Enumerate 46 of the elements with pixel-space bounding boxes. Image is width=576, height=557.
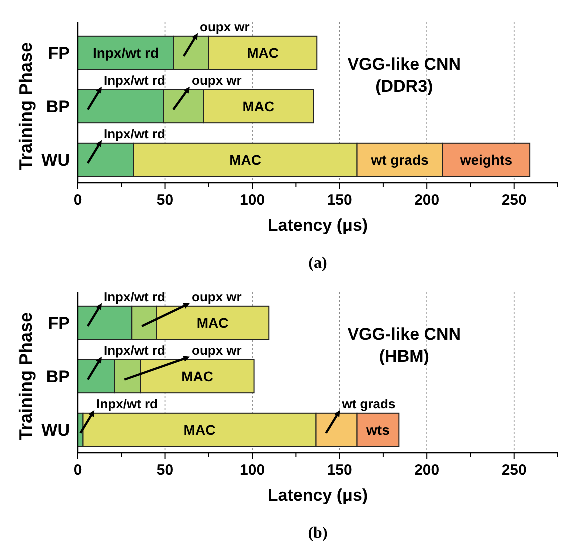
text: Inpx/wt rd — [92, 45, 160, 62]
y-axis-title: Training Phase — [16, 42, 36, 171]
series-label: wts — [366, 422, 390, 438]
x-tick-label: 100 — [240, 462, 266, 479]
text: oupx wr — [192, 342, 242, 358]
y-tick-label: WU — [42, 150, 70, 170]
text: oupx wr — [192, 72, 242, 88]
y-tick-label: BP — [46, 368, 70, 386]
x-tick-label: 50 — [156, 192, 174, 209]
text: MAC — [242, 98, 275, 114]
text: (b) — [308, 525, 328, 542]
y-axis-title: Training Phase — [16, 312, 36, 441]
series-label: MAC — [196, 315, 229, 332]
x-tick-label: 50 — [156, 462, 174, 479]
y-tick-label: BP — [46, 98, 70, 116]
text: oupx wr — [192, 289, 242, 304]
x-tick-label: 150 — [327, 192, 352, 209]
x-tick-label: 200 — [414, 462, 440, 479]
x-axis-title: Latency (μs) — [268, 216, 368, 235]
text: MAC — [230, 152, 262, 168]
text: Inpx/wt rd — [104, 126, 166, 142]
x-axis-title: Latency (μs) — [268, 486, 368, 505]
series-label: wt grads — [370, 152, 430, 168]
x-tick-label: 250 — [502, 462, 527, 479]
x-tick-label: 0 — [74, 192, 82, 209]
y-tick-label: FP — [48, 44, 70, 64]
text: Inpx/wt rd — [104, 342, 166, 358]
x-tick-label: 100 — [240, 192, 266, 209]
x-tick-label: 250 — [502, 192, 527, 209]
text: (a) — [308, 255, 328, 272]
series-label: Inpx/wt rd — [104, 72, 166, 88]
text: MAC — [182, 368, 214, 384]
x-tick-label: 200 — [414, 192, 440, 209]
series-label: wt grads — [341, 396, 396, 412]
annotation: VGG-like CNN (HBM) — [348, 325, 462, 366]
series-label: MAC — [247, 45, 279, 62]
annotation: VGG-like CNN (DDR3) — [348, 55, 462, 96]
y-tick-label: WU — [42, 420, 70, 440]
text: MAC — [184, 422, 216, 438]
series-label: weights — [459, 152, 513, 168]
y-tick-label: FP — [48, 314, 70, 334]
series-label: oupx wr — [200, 19, 250, 34]
x-tick-label: 150 — [327, 462, 352, 479]
x-tick-label: 0 — [74, 462, 82, 479]
series-label: Inpx/wt rd — [104, 289, 166, 304]
text: Inpx/wt rd — [96, 396, 158, 412]
